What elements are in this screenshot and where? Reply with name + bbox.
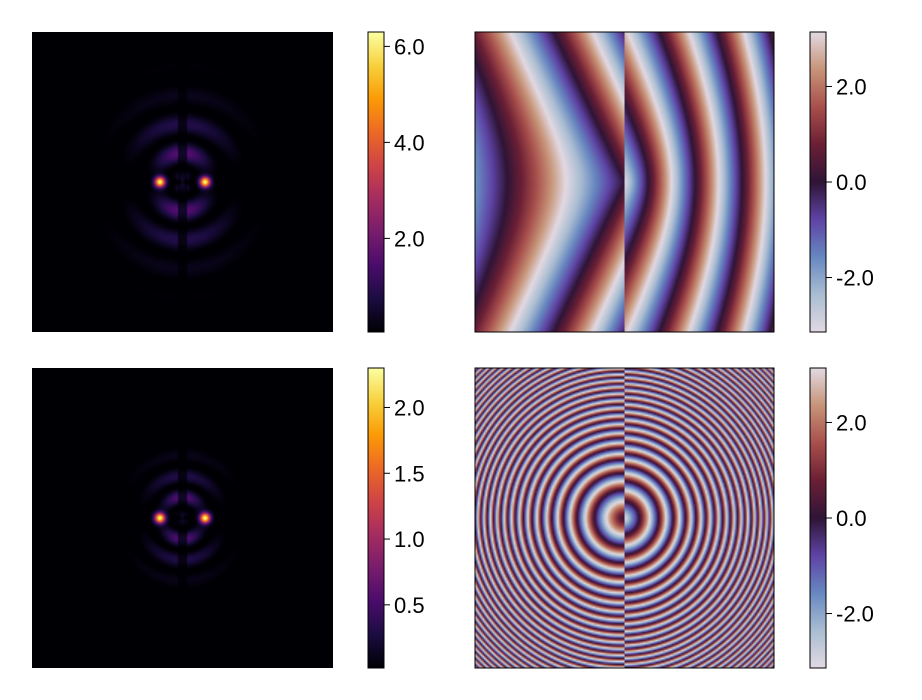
intensity-colorbar-top: 2.0 4.0 6.0 (367, 31, 425, 333)
plot-frame (474, 31, 775, 333)
colorbar-gradient (809, 367, 827, 669)
colorbar-tick-label: 2.0 (394, 226, 425, 251)
colorbar-tick-label: 1.0 (394, 527, 425, 552)
intensity-panel-top (32, 32, 333, 332)
colorbar-tick-label: 0.0 (836, 506, 867, 531)
colorbar-ticks: 2.0 4.0 6.0 (384, 34, 425, 251)
colorbar-ticks: -2.0 0.0 2.0 (826, 74, 874, 291)
colorbar-tick-label: 0.5 (394, 593, 425, 618)
colorbar-tick-label: 4.0 (394, 130, 425, 155)
colorbar-tick-label: -2.0 (836, 602, 874, 627)
colorbar-tick-label: 2.0 (836, 410, 867, 435)
colorbar-tick-label: 2.0 (394, 395, 425, 420)
plot-frame (474, 367, 775, 669)
phase-colorbar-top: -2.0 0.0 2.0 (809, 31, 874, 333)
intensity-heatmap-bottom (32, 368, 333, 668)
phase-colorbar-bottom: -2.0 0.0 2.0 (809, 367, 874, 669)
intensity-panel-bottom (32, 368, 333, 668)
colorbar-tick-label: 2.0 (836, 74, 867, 99)
phase-panel-top (474, 31, 775, 333)
colorbar-gradient (809, 31, 827, 333)
colorbar-ticks: -2.0 0.0 2.0 (826, 410, 874, 627)
colorbar-tick-label: 6.0 (394, 34, 425, 59)
intensity-colorbar-bottom: 0.5 1.0 1.5 2.0 (367, 367, 425, 669)
colorbar-tick-label: 1.5 (394, 461, 425, 486)
phase-heatmap-bottom (475, 368, 774, 668)
intensity-heatmap-top (32, 32, 333, 332)
colorbar-tick-label: -2.0 (836, 266, 874, 291)
colorbar-ticks: 0.5 1.0 1.5 2.0 (384, 395, 425, 618)
phase-panel-bottom (474, 367, 775, 669)
colorbar-gradient (367, 31, 385, 333)
phase-heatmap-top (475, 32, 774, 332)
colorbar-tick-label: 0.0 (836, 170, 867, 195)
colorbar-gradient (367, 367, 385, 669)
